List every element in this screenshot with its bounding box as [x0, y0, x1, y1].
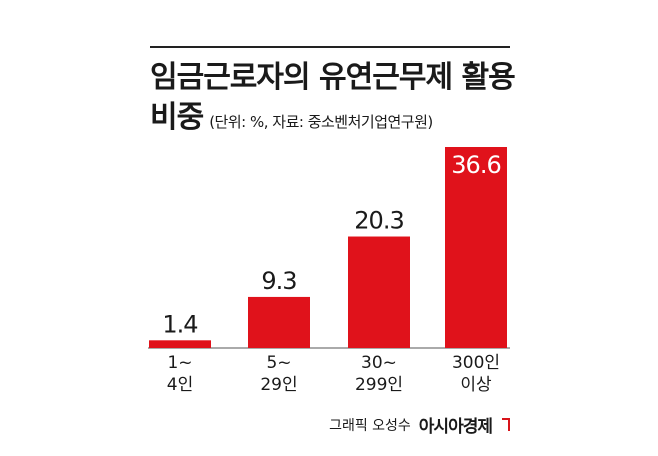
bar-4 — [445, 147, 507, 348]
title-line-2: 비중 — [150, 100, 204, 135]
value-label-4: 36.6 — [451, 151, 500, 179]
category-label-4-line-1: 300인 — [452, 353, 500, 373]
footer: 그래픽 오성수 아시아경제 — [329, 412, 510, 437]
chart-title: 임금근로자의 유연근무제 활용 비중 (단위: %, 자료: 중소벤처기업연구원) — [150, 58, 530, 142]
category-label-1-line-1: 1~ — [167, 353, 192, 373]
category-label-2-line-2: 29인 — [260, 375, 297, 395]
bar-2 — [248, 296, 310, 348]
unit-note: (단위: %, 자료: 중소벤처기업연구원) — [209, 113, 433, 131]
title-line-1: 임금근로자의 유연근무제 활용 — [150, 60, 516, 95]
category-label-4-line-2: 이상 — [460, 375, 492, 395]
value-label-3: 20.3 — [354, 207, 403, 235]
category-label-2-line-1: 5~ — [266, 353, 291, 373]
credit: 그래픽 오성수 — [329, 417, 411, 434]
top-rule — [150, 46, 510, 48]
bar-1 — [149, 340, 211, 348]
category-label-1-line-2: 4인 — [167, 375, 193, 395]
bar-3 — [348, 236, 410, 348]
value-label-2: 9.3 — [261, 267, 296, 295]
brand-mark-icon — [502, 418, 510, 431]
brand-logo: 아시아경제 — [418, 417, 493, 437]
category-label-3-line-1: 30~ — [361, 353, 397, 373]
value-label-1: 1.4 — [162, 310, 197, 338]
category-label-3-line-2: 299인 — [355, 375, 403, 395]
